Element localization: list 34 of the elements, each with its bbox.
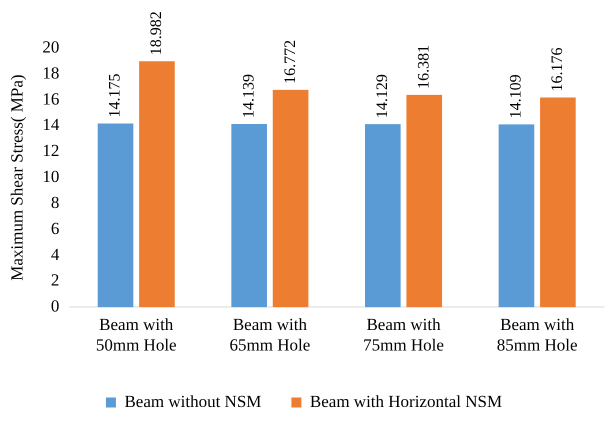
data-label: 16.381 — [415, 44, 432, 89]
y-tick-label: 16 — [42, 89, 60, 108]
bar — [139, 61, 175, 308]
y-tick-label: 2 — [50, 270, 60, 290]
legend-label: Beam with Horizontal NSM — [310, 392, 502, 411]
data-label: 14.139 — [240, 74, 258, 118]
x-tick-label: Beam with 85mm Hole — [496, 314, 578, 354]
data-label: 14.129 — [374, 74, 392, 118]
y-tick-label: 12 — [42, 141, 60, 160]
x-tick-label: Beam with 50mm Hole — [96, 314, 177, 354]
y-tick-label: 6 — [50, 218, 60, 238]
y-tick-label: 18 — [42, 63, 60, 82]
y-tick-label: 20 — [42, 37, 60, 56]
data-label: 14.175 — [106, 73, 124, 118]
bar — [540, 98, 576, 308]
y-tick-label: 10 — [42, 167, 60, 186]
y-axis-title: Maximum Shear Stress( MPa) — [8, 74, 27, 281]
bar — [364, 124, 401, 308]
data-label: 16.772 — [282, 40, 299, 84]
y-tick-label: 8 — [50, 192, 60, 212]
y-tick-label: 4 — [50, 244, 60, 264]
y-tick-label: 0 — [50, 296, 60, 316]
bar — [498, 124, 534, 308]
legend-label: Beam without NSM — [124, 392, 262, 411]
data-label: 14.109 — [508, 74, 525, 118]
y-tick-label: 14 — [42, 115, 60, 134]
bar — [231, 124, 267, 308]
bar — [406, 94, 442, 308]
x-tick-label: Beam with 75mm Hole — [363, 314, 444, 354]
bar — [98, 123, 134, 308]
data-label: 18.982 — [148, 11, 166, 56]
bar — [272, 90, 308, 308]
data-label: 16.176 — [549, 48, 566, 92]
x-tick-label: Beam with 65mm Hole — [230, 314, 310, 354]
